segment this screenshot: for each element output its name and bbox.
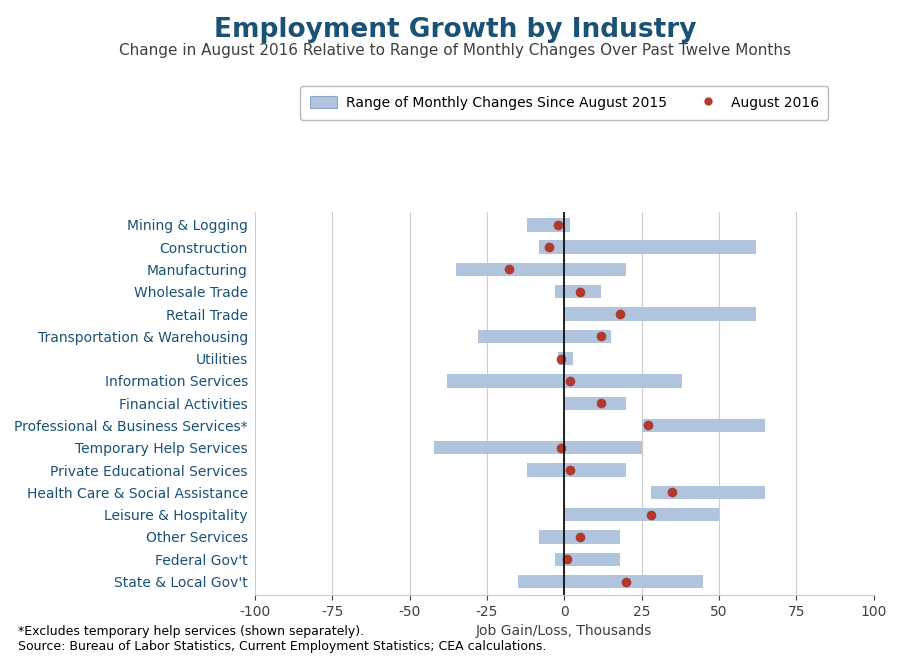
Bar <box>564 397 626 410</box>
Bar <box>518 575 703 588</box>
Bar <box>456 263 626 276</box>
Bar <box>434 441 642 455</box>
Bar <box>642 419 765 432</box>
Bar <box>555 553 620 566</box>
Text: *Excludes temporary help services (shown separately).: *Excludes temporary help services (shown… <box>18 625 364 638</box>
Bar <box>558 352 573 366</box>
Bar <box>555 285 602 299</box>
Text: Source: Bureau of Labor Statistics, Current Employment Statistics; CEA calculati: Source: Bureau of Labor Statistics, Curr… <box>18 640 547 653</box>
Bar <box>564 307 756 321</box>
Bar <box>540 241 756 254</box>
Bar <box>527 218 571 231</box>
Text: Employment Growth by Industry: Employment Growth by Industry <box>214 17 696 42</box>
Bar <box>447 374 682 387</box>
Bar <box>478 330 611 343</box>
Legend: Range of Monthly Changes Since August 2015, August 2016: Range of Monthly Changes Since August 20… <box>300 86 828 120</box>
Bar <box>527 463 626 477</box>
X-axis label: Job Gain/Loss, Thousands: Job Gain/Loss, Thousands <box>476 624 652 638</box>
Bar <box>540 530 620 543</box>
Bar <box>651 486 765 499</box>
Text: Change in August 2016 Relative to Range of Monthly Changes Over Past Twelve Mont: Change in August 2016 Relative to Range … <box>119 43 791 58</box>
Bar <box>564 508 719 522</box>
